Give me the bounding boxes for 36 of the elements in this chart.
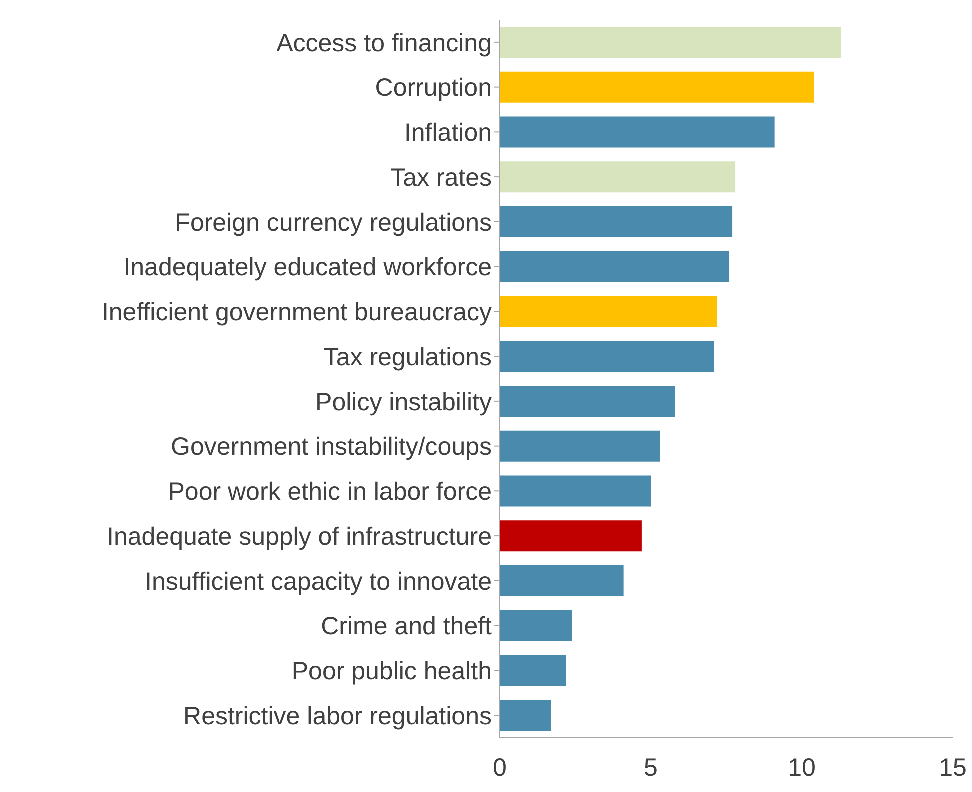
y-tick-label: Poor work ethic in labor force (168, 478, 492, 506)
y-tick-label: Restrictive labor regulations (184, 702, 492, 730)
bar (500, 476, 651, 507)
bar (500, 116, 775, 148)
bar (500, 655, 566, 686)
bar (500, 520, 642, 552)
bar (500, 341, 714, 372)
bar (500, 27, 842, 58)
y-tick-label: Poor public health (292, 658, 492, 686)
y-tick-label: Access to financing (276, 29, 492, 58)
y-tick-label: Insufficient capacity to innovate (145, 568, 492, 596)
y-tick-label: Policy instability (316, 388, 492, 416)
bar (500, 296, 718, 328)
bar (500, 430, 660, 462)
x-tick-label: 5 (644, 754, 658, 782)
y-tick-label: Crime and theft (321, 612, 492, 641)
y-tick-label: Government instability/coups (171, 433, 492, 462)
y-tick-label: Inflation (404, 119, 492, 148)
bar (500, 162, 736, 193)
y-tick-label: Tax regulations (324, 343, 492, 372)
y-tick-label: Inadequately educated workforce (124, 254, 492, 282)
y-tick-label: Tax rates (390, 164, 492, 192)
bar (500, 700, 552, 732)
y-tick-label: Inadequate supply of infrastructure (107, 522, 492, 551)
bar (500, 206, 733, 238)
bar (500, 566, 624, 596)
x-tick-label: 0 (493, 754, 507, 782)
bar (500, 72, 814, 103)
bar (500, 386, 676, 417)
y-tick-label: Corruption (375, 74, 492, 102)
y-tick-label: Inefficient government bureaucracy (102, 298, 492, 327)
bar (500, 610, 572, 642)
y-tick-label: Foreign currency regulations (175, 208, 492, 237)
x-tick-label: 15 (939, 754, 967, 782)
x-tick-label: 10 (788, 754, 816, 782)
bar (500, 251, 730, 282)
